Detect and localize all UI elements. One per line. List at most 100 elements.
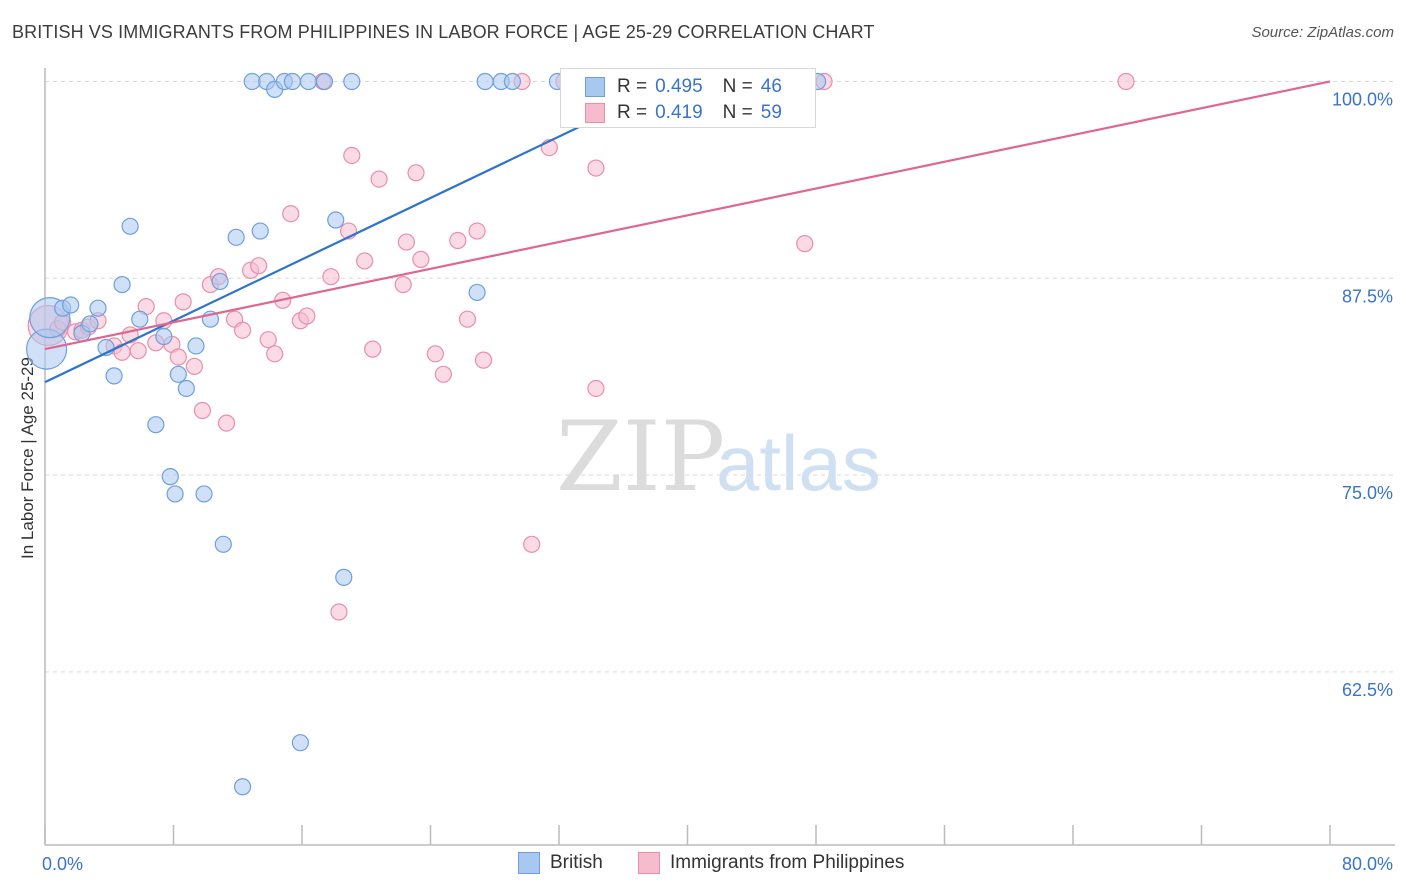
british-point: [243, 72, 261, 91]
philippines-point: [259, 331, 277, 349]
british-point: [169, 365, 187, 383]
philippines-point: [233, 321, 252, 339]
philippines-n-label: N =: [722, 102, 753, 123]
british-point: [161, 468, 179, 486]
british-point: [291, 734, 309, 752]
legend-row-philippines: R = 0.419 N = 59: [585, 100, 782, 126]
philippines-legend-label: Immigrants from Philippines: [670, 852, 905, 873]
british-point: [89, 299, 107, 317]
y-tick-label: 100.0%: [1332, 89, 1393, 109]
british-legend-label: British: [550, 852, 603, 873]
philippines-point: [330, 603, 348, 621]
philippines-point: [587, 159, 605, 177]
british-point: [155, 327, 173, 346]
british-point: [227, 228, 245, 246]
tick-labels: 100.0% 87.5% 75.0% 62.5% 0.0% 80.0%: [42, 89, 1393, 874]
british-points: [26, 72, 827, 796]
philippines-trendline: [44, 80, 1331, 351]
philippines-point: [174, 293, 192, 311]
y-tick-label: 62.5%: [1342, 680, 1393, 700]
british-point: [476, 72, 494, 91]
philippines-point: [449, 231, 467, 250]
watermark-zip: ZIP: [556, 401, 725, 513]
philippines-point: [434, 365, 452, 383]
philippines-point: [169, 348, 187, 366]
x-tick-label: 80.0%: [1342, 854, 1393, 874]
british-point: [468, 283, 486, 302]
philippines-point: [129, 342, 147, 360]
philippines-point: [412, 250, 430, 268]
philippines-point: [587, 379, 605, 398]
philippines-point: [407, 164, 425, 182]
philippines-point: [113, 343, 131, 361]
stats-legend: R = 0.495 N = 46 R = 0.419 N = 59: [560, 68, 816, 128]
y-tick-label: 75.0%: [1342, 483, 1393, 503]
philippines-r-label: R =: [617, 102, 648, 123]
watermark: ZIP atlas: [556, 401, 881, 513]
british-point: [299, 72, 318, 91]
british-point: [343, 72, 361, 91]
british-n-label: N =: [722, 76, 753, 97]
british-point: [81, 315, 99, 333]
philippines-point: [356, 252, 374, 270]
british-point: [211, 272, 229, 291]
british-legend-swatch: [518, 852, 540, 874]
british-point: [187, 337, 205, 355]
british-point: [62, 296, 80, 314]
source-label: Source: ZipAtlas.com: [1251, 24, 1394, 41]
legend-item-philippines[interactable]: Immigrants from Philippines: [638, 852, 904, 874]
british-point: [214, 535, 232, 553]
british-point: [335, 568, 353, 586]
philippines-legend-swatch: [638, 852, 660, 874]
british-n-value: 46: [760, 76, 782, 97]
philippines-swatch: [585, 103, 605, 123]
legend-row-british: R = 0.495 N = 46: [585, 74, 782, 100]
british-point: [233, 778, 252, 796]
british-point: [131, 310, 149, 328]
british-point: [315, 72, 334, 91]
philippines-r-value: 0.419: [655, 102, 703, 123]
british-point: [113, 275, 131, 294]
philippines-point: [370, 170, 388, 188]
philippines-point: [193, 401, 212, 420]
x-tick-label: 0.0%: [42, 854, 83, 874]
philippines-point: [394, 275, 412, 294]
philippines-point: [1117, 72, 1135, 91]
philippines-point: [796, 235, 814, 253]
british-point: [105, 367, 123, 385]
british-point: [503, 72, 522, 91]
philippines-point: [266, 345, 284, 363]
philippines-point: [217, 414, 236, 432]
philippines-point: [282, 205, 300, 223]
philippines-point: [322, 268, 340, 286]
philippines-point: [474, 351, 493, 369]
philippines-point: [397, 233, 416, 251]
philippines-point: [523, 535, 541, 553]
philippines-point: [426, 345, 444, 363]
british-r-label: R =: [617, 76, 648, 97]
british-swatch: [585, 77, 605, 97]
british-point: [327, 211, 345, 229]
philippines-point: [364, 340, 382, 358]
british-point: [283, 72, 301, 91]
british-point: [147, 416, 165, 434]
legend-item-british[interactable]: British: [518, 852, 603, 874]
gridlines: [45, 80, 1395, 673]
british-r-value: 0.495: [655, 76, 703, 97]
philippines-point: [343, 146, 361, 165]
british-point: [166, 485, 184, 503]
philippines-n-value: 59: [760, 102, 782, 123]
axes: [44, 68, 1395, 846]
british-point: [177, 379, 195, 398]
british-point: [251, 222, 269, 240]
british-point: [195, 485, 213, 503]
philippines-point: [458, 310, 477, 328]
chart-title: BRITISH VS IMMIGRANTS FROM PHILIPPINES I…: [12, 22, 875, 42]
philippines-point: [185, 357, 203, 376]
series-legend: British Immigrants from Philippines: [0, 852, 1406, 878]
philippines-point: [298, 307, 316, 325]
british-point: [121, 217, 139, 235]
philippines-point: [468, 222, 486, 240]
y-tick-label: 87.5%: [1342, 286, 1393, 306]
